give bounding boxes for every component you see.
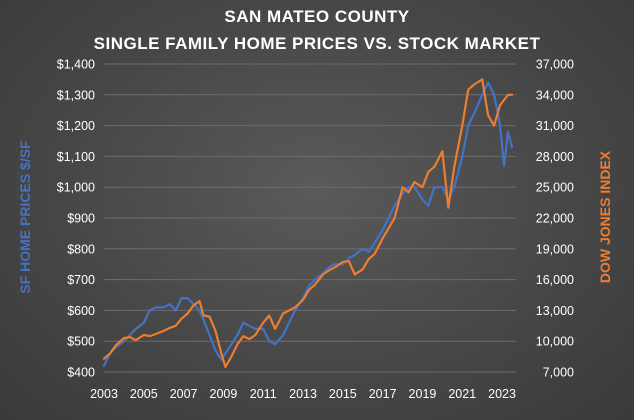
x-tick-label: 2011 [250, 387, 277, 401]
y-right-tick-label: 34,000 [536, 88, 574, 102]
y-left-tick-label: $1,400 [57, 58, 95, 72]
x-tick-label: 2021 [448, 387, 476, 401]
x-tick-label: 2005 [130, 387, 158, 401]
y-left-tick-label: $1,000 [57, 181, 95, 195]
x-tick-label: 2023 [488, 387, 516, 401]
x-tick-label: 2013 [289, 387, 317, 401]
y-right-tick-label: 37,000 [536, 58, 574, 72]
y-right-tick-label: 10,000 [536, 335, 574, 349]
left-axis-ticks: $400 $500 $600 $700 $800 $900 $1,000 $1,100 $1,2… [57, 58, 95, 380]
x-tick-label: 2003 [90, 387, 118, 401]
y-right-tick-label: 22,000 [536, 212, 574, 226]
series-layer [102, 78, 514, 368]
x-tick-label: 2017 [369, 387, 397, 401]
y-right-tick-label: 7,000 [543, 366, 574, 380]
y-right-tick-label: 13,000 [536, 304, 574, 318]
y-left-tick-label: $1,200 [57, 119, 95, 133]
y-right-tick-label: 28,000 [536, 150, 574, 164]
gridlines [104, 63, 516, 373]
y-left-tick-label: $700 [67, 273, 95, 287]
y-left-tick-label: $900 [67, 212, 95, 226]
y-left-tick-label: $1,300 [57, 88, 95, 102]
y-left-tick-label: $800 [67, 242, 95, 256]
x-tick-label: 2009 [210, 387, 238, 401]
right-axis-ticks: 7,000 10,000 13,000 16,000 19,000 22,000 25,00… [536, 58, 574, 380]
right-axis-label: DOW JONES INDEX [597, 150, 613, 283]
left-axis-label: SF HOME PRICES $/SF [17, 140, 33, 294]
chart-title-line-1: SAN MATEO COUNTY [224, 7, 409, 26]
y-left-tick-label: $400 [67, 366, 95, 380]
dow-jones-series-line [102, 78, 514, 368]
y-right-tick-label: 19,000 [536, 242, 574, 256]
y-right-tick-label: 31,000 [536, 119, 574, 133]
home-price-series-line [102, 81, 514, 367]
y-left-tick-label: $600 [67, 304, 95, 318]
y-right-tick-label: 25,000 [536, 181, 574, 195]
y-right-tick-label: 16,000 [536, 273, 574, 287]
x-axis-ticks: 2003 2005 2007 2009 2011 2013 2015 2017 2019 2021… [90, 387, 516, 401]
chart-title-line-2: SINGLE FAMILY HOME PRICES VS. STOCK MARK… [94, 34, 541, 53]
y-left-tick-label: $500 [67, 335, 95, 349]
x-tick-label: 2007 [170, 387, 198, 401]
x-tick-label: 2015 [329, 387, 357, 401]
y-left-tick-label: $1,100 [57, 150, 95, 164]
x-tick-label: 2019 [409, 387, 437, 401]
